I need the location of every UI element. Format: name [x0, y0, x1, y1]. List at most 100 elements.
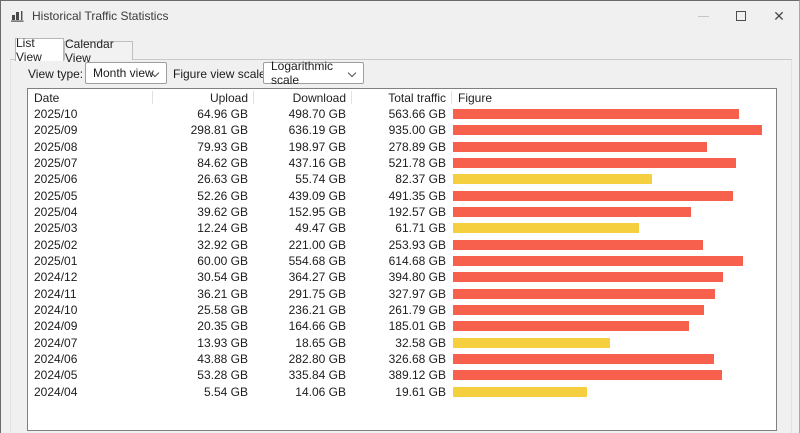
traffic-bar [453, 174, 652, 185]
table-row[interactable]: 2025/01 60.00 GB 554.68 GB 614.68 GB [28, 253, 776, 269]
total-traffic-cell: 278.89 GB [388, 139, 446, 154]
table-row[interactable]: 2025/03 12.24 GB 49.47 GB 61.71 GB [28, 220, 776, 236]
traffic-bar [453, 337, 610, 348]
table-row[interactable]: 2024/12 30.54 GB 364.27 GB 394.80 GB [28, 269, 776, 285]
download-cell: 554.68 GB [288, 254, 346, 269]
table-row[interactable]: 2025/06 26.63 GB 55.74 GB 82.37 GB [28, 171, 776, 187]
table-row[interactable]: 2024/07 13.93 GB 18.65 GB 32.58 GB [28, 335, 776, 351]
maximize-icon [736, 11, 746, 21]
minimize-button[interactable] [683, 1, 723, 31]
column-header-figure[interactable]: Figure [458, 90, 493, 105]
upload-cell: 60.00 GB [197, 254, 248, 269]
date-cell: 2024/07 [34, 335, 78, 350]
upload-cell: 64.96 GB [197, 107, 248, 122]
close-button[interactable]: ✕ [759, 1, 799, 31]
traffic-bar [453, 354, 714, 365]
figure-cell [452, 384, 776, 400]
download-cell: 164.66 GB [288, 319, 346, 334]
total-traffic-cell: 32.58 GB [395, 335, 446, 350]
table-row[interactable]: 2024/05 53.28 GB 335.84 GB 389.12 GB [28, 367, 776, 383]
total-traffic-cell: 82.37 GB [395, 172, 446, 187]
traffic-bar [453, 223, 639, 234]
table-row[interactable]: 2024/09 20.35 GB 164.66 GB 185.01 GB [28, 318, 776, 334]
figure-cell [452, 269, 776, 285]
window-title: Historical Traffic Statistics [32, 9, 169, 23]
date-cell: 2025/01 [34, 254, 78, 269]
column-header-date[interactable]: Date [28, 89, 153, 106]
figure-cell [452, 204, 776, 220]
figure-cell [452, 237, 776, 253]
date-cell: 2024/09 [34, 319, 78, 334]
figure-cell [452, 351, 776, 367]
traffic-bar [453, 109, 739, 120]
traffic-bar [453, 125, 762, 136]
date-cell: 2025/07 [34, 156, 78, 171]
figure-cell [452, 171, 776, 187]
total-traffic-cell: 61.71 GB [395, 221, 446, 236]
figure-scale-dropdown[interactable]: Logarithmic scale [263, 59, 364, 87]
table-row[interactable]: 2025/02 32.92 GB 221.00 GB 253.93 GB [28, 237, 776, 253]
traffic-table: Date Upload Download Total traffic Figur… [27, 88, 777, 431]
table-row[interactable]: 2025/10 64.96 GB 498.70 GB 563.66 GB [28, 106, 776, 122]
download-cell: 49.47 GB [295, 221, 346, 236]
upload-cell: 5.54 GB [203, 384, 248, 399]
total-traffic-cell: 326.68 GB [388, 352, 446, 367]
date-cell: 2024/11 [34, 286, 77, 301]
upload-cell: 12.24 GB [197, 221, 248, 236]
download-cell: 198.97 GB [288, 139, 346, 154]
total-traffic-cell: 614.68 GB [388, 254, 446, 269]
upload-cell: 79.93 GB [197, 139, 248, 154]
maximize-button[interactable] [721, 1, 761, 31]
traffic-bar [453, 239, 703, 250]
figure-cell [452, 188, 776, 204]
table-row[interactable]: 2025/05 52.26 GB 439.09 GB 491.35 GB [28, 188, 776, 204]
figure-cell [452, 253, 776, 269]
table-row[interactable]: 2025/08 79.93 GB 198.97 GB 278.89 GB [28, 139, 776, 155]
table-row[interactable]: 2024/11 36.21 GB 291.75 GB 327.97 GB [28, 286, 776, 302]
download-cell: 498.70 GB [288, 107, 346, 122]
download-cell: 437.16 GB [288, 156, 346, 171]
figure-cell [452, 286, 776, 302]
date-cell: 2025/04 [34, 205, 78, 220]
tab-calendar-view[interactable]: Calendar View [64, 37, 133, 65]
figure-cell [452, 335, 776, 351]
date-cell: 2025/02 [34, 237, 78, 252]
total-traffic-cell: 261.79 GB [388, 303, 446, 318]
close-icon: ✕ [773, 8, 785, 24]
traffic-bar [453, 207, 691, 218]
title-bar[interactable]: Historical Traffic Statistics ✕ [1, 1, 799, 32]
table-row[interactable]: 2025/04 39.62 GB 152.95 GB 192.57 GB [28, 204, 776, 220]
table-row[interactable]: 2025/07 84.62 GB 437.16 GB 521.78 GB [28, 155, 776, 171]
date-cell: 2025/08 [34, 139, 78, 154]
download-cell: 236.21 GB [288, 303, 346, 318]
table-header: Date Upload Download Total traffic Figur… [28, 89, 776, 106]
figure-scale-label: Figure view scale: [173, 67, 270, 81]
total-traffic-cell: 935.00 GB [388, 123, 446, 138]
tab-list-view[interactable]: List View [15, 36, 64, 64]
figure-scale-value: Logarithmic scale [271, 59, 334, 87]
table-row[interactable]: 2024/04 5.54 GB 14.06 GB 19.61 GB [28, 384, 776, 400]
figure-cell [452, 122, 776, 138]
total-traffic-cell: 192.57 GB [388, 205, 446, 220]
upload-cell: 13.93 GB [197, 335, 248, 350]
upload-cell: 39.62 GB [197, 205, 248, 220]
upload-cell: 32.92 GB [197, 237, 248, 252]
upload-cell: 20.35 GB [197, 319, 248, 334]
tab-calendar-view-label: Calendar View [65, 37, 114, 65]
download-cell: 18.65 GB [295, 335, 346, 350]
traffic-bar [453, 141, 707, 152]
total-traffic-cell: 19.61 GB [395, 384, 446, 399]
column-header-total-traffic[interactable]: Total traffic [352, 89, 452, 106]
figure-cell [452, 302, 776, 318]
view-type-value: Month view [93, 66, 154, 80]
tab-list-view-label: List View [16, 36, 42, 64]
column-header-upload[interactable]: Upload [153, 89, 254, 106]
view-type-dropdown[interactable]: Month view [85, 62, 167, 84]
download-cell: 282.80 GB [288, 352, 346, 367]
table-row[interactable]: 2025/09 298.81 GB 636.19 GB 935.00 GB [28, 122, 776, 138]
figure-cell [452, 106, 776, 122]
column-header-download[interactable]: Download [254, 89, 352, 106]
traffic-bar [453, 256, 743, 267]
table-row[interactable]: 2024/06 43.88 GB 282.80 GB 326.68 GB [28, 351, 776, 367]
table-row[interactable]: 2024/10 25.58 GB 236.21 GB 261.79 GB [28, 302, 776, 318]
